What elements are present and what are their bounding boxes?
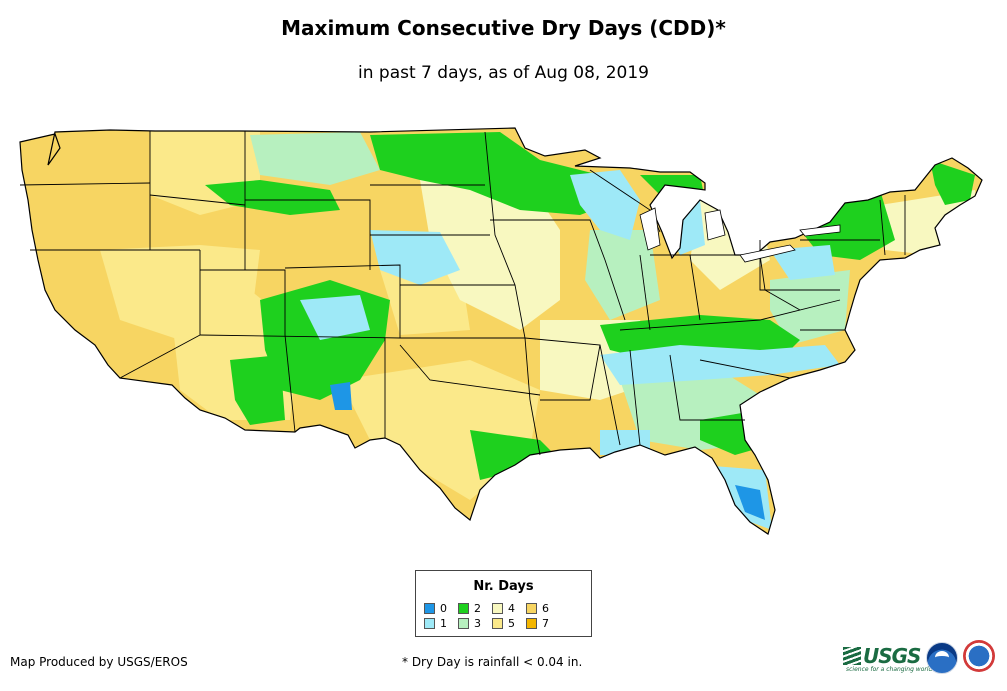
border-ut [200, 269, 286, 335]
map-credit: Map Produced by USGS/EROS [10, 655, 188, 669]
region-nebraska-blue [370, 230, 460, 285]
legend-swatch [492, 603, 503, 614]
legend-item-2: 2 [458, 603, 481, 615]
region-montana-north [250, 132, 380, 185]
us-dry-days-map [19, 127, 983, 535]
border-ar [524, 337, 601, 401]
legend-item-6: 6 [526, 603, 549, 615]
border-tx-la [529, 399, 541, 456]
region-gulf-coast-blue [600, 430, 650, 455]
noaa-logo-icon [926, 642, 958, 674]
border-wy [245, 199, 371, 270]
region-nm-zero [330, 382, 352, 410]
border-mn-mo-ok-ar [484, 131, 531, 401]
legend-item-4: 4 [492, 603, 515, 615]
lake-huron [704, 209, 726, 241]
border-wa-or [19, 182, 151, 186]
map-title: Maximum Consecutive Dry Days (CDD)* [281, 16, 726, 40]
usgs-tagline: science for a changing world [846, 666, 933, 673]
region-florida-zero [735, 485, 765, 520]
border-az-nm [284, 334, 296, 433]
legend: Nr. Days 0 1 2 3 4 5 6 7 [415, 570, 592, 637]
map-subtitle: in past 7 days, as of Aug 08, 2019 [358, 63, 649, 83]
border-co [284, 264, 401, 338]
lake-ontario [799, 224, 841, 237]
region-colorado-blue [300, 295, 370, 340]
legend-label: 2 [474, 602, 481, 615]
legend-item-5: 5 [492, 618, 515, 630]
legend-item-7: 7 [526, 618, 549, 630]
region-minnesota-blue [570, 170, 640, 240]
border-in-oh [689, 254, 701, 321]
legend-label: 3 [474, 617, 481, 630]
legend-swatch [424, 618, 435, 629]
lake-erie [739, 244, 796, 263]
dry-day-fill-layer [20, 128, 982, 534]
legend-label: 6 [542, 602, 549, 615]
legend-swatch [492, 618, 503, 629]
nws-logo-icon [963, 640, 995, 672]
legend-label: 5 [508, 617, 515, 630]
region-montana-green [205, 180, 340, 215]
legend-label: 7 [542, 617, 549, 630]
region-kansas [380, 265, 470, 335]
region-arizona-green [230, 355, 285, 425]
region-pennsylvania-blue [770, 245, 835, 280]
legend-item-3: 3 [458, 618, 481, 630]
region-upper-midwest-green [370, 132, 620, 215]
region-michigan-blue [665, 195, 705, 255]
lake-michigan [639, 207, 661, 251]
border-ms [599, 344, 621, 446]
legend-item-1: 1 [424, 618, 447, 630]
usgs-wave-icon [843, 647, 861, 665]
border-id-mt [149, 194, 246, 206]
usgs-logo-text: USGS [863, 644, 921, 668]
legend-title: Nr. Days [473, 579, 534, 594]
legend-swatch [424, 603, 435, 614]
border-nc-sc [699, 359, 791, 379]
border-il-in [639, 254, 651, 331]
border-az-nm-north [199, 334, 401, 339]
legend-label: 4 [508, 602, 515, 615]
legend-label: 0 [440, 602, 447, 615]
legend-swatch [458, 618, 469, 629]
border-ia-mo [490, 219, 626, 321]
usgs-logo: USGS [843, 643, 921, 669]
legend-swatch [458, 603, 469, 614]
legend-label: 1 [440, 617, 447, 630]
region-tn-nc-blue [600, 345, 840, 385]
border-ga-fl [669, 354, 745, 421]
dry-day-footnote: * Dry Day is rainfall < 0.04 in. [402, 655, 583, 669]
region-illinois [585, 230, 660, 320]
region-maine-green [930, 160, 975, 205]
border-ny-vt [879, 199, 886, 256]
border-ok-tx [399, 344, 541, 396]
legend-swatch [526, 603, 537, 614]
legend-swatch [526, 618, 537, 629]
border-al [629, 349, 641, 446]
border-tn-ky [619, 299, 841, 331]
legend-item-0: 0 [424, 603, 447, 615]
